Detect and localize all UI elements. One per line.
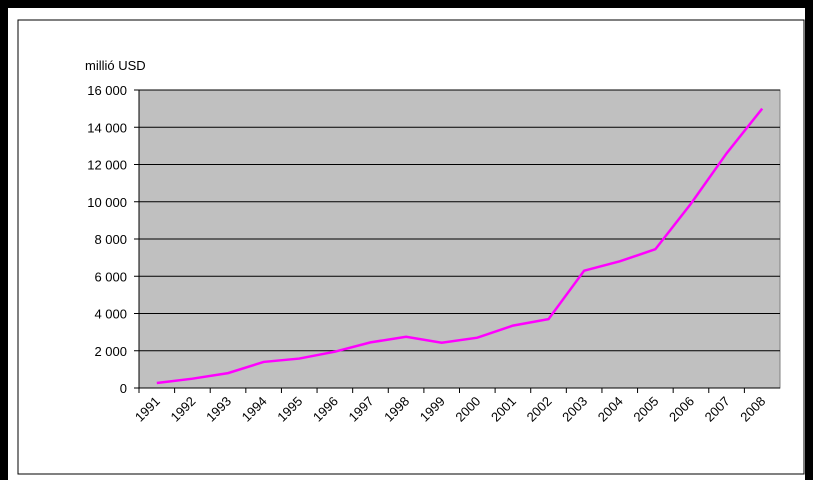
series-line [156, 107, 764, 385]
y-tick-label: 10 000 [87, 195, 127, 210]
y-tick-label: 0 [120, 381, 127, 396]
y-tick-label: 2 000 [94, 344, 127, 359]
y-tick-label: 12 000 [87, 158, 127, 173]
y-tick-label: 6 000 [94, 269, 127, 284]
y-axis-label: millió USD [85, 58, 146, 73]
y-tick-label: 8 000 [94, 232, 127, 247]
y-tick-label: 14 000 [87, 120, 127, 135]
y-tick-label: 16 000 [87, 83, 127, 98]
y-tick-label: 4 000 [94, 307, 127, 322]
